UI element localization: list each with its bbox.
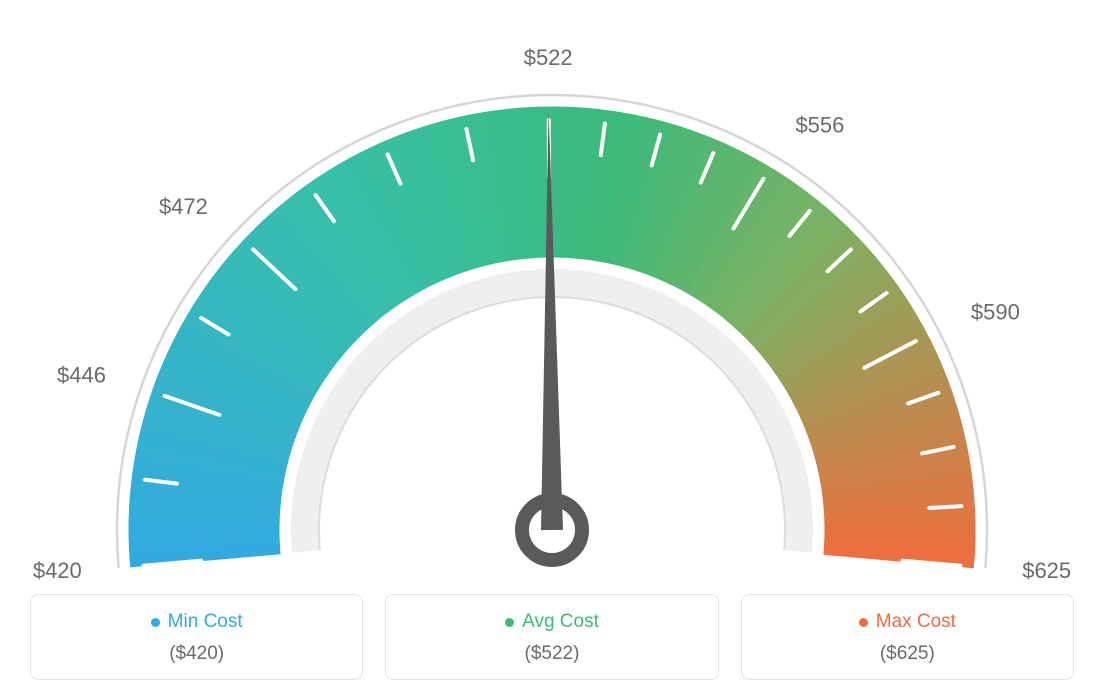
- svg-text:$420: $420: [33, 558, 82, 580]
- legend-card-max: Max Cost ($625): [741, 594, 1074, 680]
- svg-text:$556: $556: [795, 113, 844, 138]
- svg-text:$625: $625: [1022, 558, 1071, 580]
- legend-value-max: ($625): [752, 643, 1063, 665]
- legend-label-avg: Avg Cost: [522, 611, 599, 633]
- legend-label-row-min: Min Cost: [41, 611, 352, 633]
- legend-value-min: ($420): [41, 643, 352, 665]
- svg-text:$446: $446: [57, 363, 106, 388]
- legend-card-min: Min Cost ($420): [30, 594, 363, 680]
- legend-row: Min Cost ($420) Avg Cost ($522) Max Cost…: [30, 594, 1074, 680]
- legend-label-row-max: Max Cost: [752, 611, 1063, 633]
- gauge-chart: $420 $446 $472 $522 $556 $590 $625: [0, 20, 1104, 580]
- legend-card-avg: Avg Cost ($522): [385, 594, 718, 680]
- dot-icon: [859, 618, 868, 627]
- dot-icon: [151, 618, 160, 627]
- legend-label-row-avg: Avg Cost: [396, 611, 707, 633]
- svg-text:$590: $590: [971, 300, 1020, 325]
- legend-value-avg: ($522): [396, 643, 707, 665]
- gauge-svg: $420 $446 $472 $522 $556 $590 $625: [0, 20, 1104, 580]
- svg-text:$522: $522: [524, 45, 573, 70]
- dot-icon: [505, 618, 514, 627]
- legend-label-min: Min Cost: [168, 611, 243, 633]
- svg-text:$472: $472: [159, 194, 208, 219]
- legend-label-max: Max Cost: [876, 611, 956, 633]
